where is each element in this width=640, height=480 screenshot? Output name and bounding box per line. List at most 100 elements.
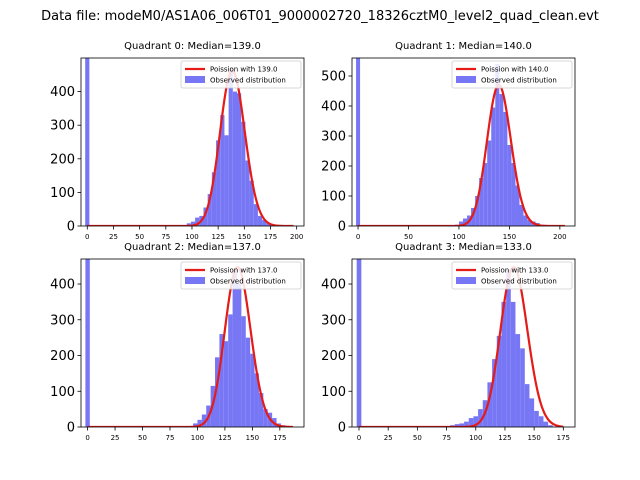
- x-tick-label: 150: [503, 233, 516, 241]
- figure-suptitle: Data file: modeM0/AS1A06_006T01_90000027…: [41, 9, 599, 24]
- histogram-bar: [257, 215, 263, 226]
- histogram-bar: [473, 416, 479, 427]
- subplot-title: Quadrant 1: Median=140.0: [395, 41, 532, 52]
- legend-label-fit: Poission with 137.0: [210, 267, 278, 275]
- histogram-bar: [515, 334, 521, 427]
- histogram-bar: [249, 180, 254, 226]
- histogram-bar-zero: [356, 259, 362, 427]
- y-tick-label: 200: [321, 160, 346, 175]
- y-tick-label: 500: [321, 70, 346, 85]
- x-tick-label: 200: [553, 233, 566, 241]
- x-tick-label: 25: [109, 233, 118, 241]
- histogram-bar: [475, 196, 480, 226]
- legend-label-fit: Poission with 133.0: [481, 267, 549, 275]
- histogram-bar: [511, 163, 516, 226]
- legend-label-observed: Observed distribution: [481, 77, 557, 85]
- histogram-bar: [186, 223, 191, 226]
- histogram-bar: [215, 357, 220, 427]
- subplot-grid: 0 100 200 300 400 0 25 50 75 100 125 150 175 200 Quadr…: [50, 41, 576, 442]
- y-tick-label: 0: [67, 421, 75, 436]
- histogram-bar: [479, 178, 484, 226]
- x-tick-label: 0: [85, 434, 89, 442]
- histogram-bar: [232, 269, 237, 427]
- x-tick-label: 50: [135, 233, 144, 241]
- histogram-bar: [487, 140, 492, 226]
- y-tick-label: 100: [321, 385, 346, 400]
- subplot-q3: 0 100 200 300 400 0 25 50 75 100 125 150 175 Quadrant…: [321, 242, 576, 442]
- histogram-bar: [253, 204, 258, 226]
- subplot-title: Quadrant 3: Median=133.0: [395, 242, 532, 253]
- histogram-bar: [487, 382, 493, 427]
- legend-label-observed: Observed distribution: [210, 278, 286, 286]
- x-tick-label: 175: [557, 434, 570, 442]
- legend-box: [180, 60, 302, 89]
- histogram-bar: [543, 421, 549, 427]
- x-tick-label: 100: [191, 434, 204, 442]
- histogram-bar: [193, 423, 198, 427]
- legend-box: [180, 261, 302, 290]
- histogram-bar: [197, 419, 202, 427]
- subplot-title: Quadrant 0: Median=139.0: [124, 41, 261, 52]
- histogram-bar: [228, 68, 233, 226]
- axes-frame: [351, 57, 576, 227]
- legend-label-fit: Poission with 139.0: [210, 66, 278, 74]
- histogram-bar: [510, 301, 516, 427]
- histogram-bar: [254, 373, 259, 427]
- x-tick-label: 50: [138, 434, 147, 442]
- histogram-bar: [548, 425, 553, 427]
- x-tick-label: 50: [404, 233, 413, 241]
- histogram-bar: [262, 219, 267, 226]
- y-tick-label: 100: [50, 385, 75, 400]
- histogram-bar: [195, 217, 200, 226]
- histogram-bar: [245, 337, 251, 427]
- axes-frame: [80, 57, 305, 227]
- histogram-bar: [211, 172, 217, 226]
- x-tick-label: 100: [185, 233, 198, 241]
- histogram-bar: [527, 220, 532, 226]
- histogram-bar: [468, 418, 474, 427]
- legend: Poission with 133.0 Observed distribution: [451, 261, 573, 290]
- x-tick-label: 25: [384, 434, 393, 442]
- histogram-bar: [506, 269, 511, 427]
- x-tick-label: 200: [290, 233, 303, 241]
- x-tick-label: 125: [211, 233, 224, 241]
- x-tick-label: 0: [356, 233, 360, 241]
- histogram-bar: [203, 207, 208, 226]
- x-tick-label: 150: [246, 434, 259, 442]
- x-tick-label: 100: [452, 233, 465, 241]
- histogram-bar: [190, 221, 196, 226]
- x-tick-label: 125: [218, 434, 231, 442]
- y-tick-label: 200: [50, 349, 75, 364]
- histogram-bar: [454, 424, 460, 427]
- histogram-bar: [458, 221, 463, 226]
- subplot-q2: 0 100 200 300 400 0 25 50 75 100 125 150 175 Quadrant…: [50, 242, 305, 442]
- legend-label-fit: Poission with 140.0: [481, 66, 549, 74]
- x-tick-label: 50: [413, 434, 422, 442]
- histogram-bar: [219, 334, 224, 427]
- y-tick-label: 400: [321, 278, 346, 293]
- y-tick-label: 300: [321, 130, 346, 145]
- legend-box: [451, 261, 573, 290]
- histogram-bar: [207, 194, 212, 226]
- histogram-bar: [499, 94, 504, 226]
- histogram-bar: [519, 205, 524, 226]
- histogram-bar: [534, 410, 539, 427]
- y-tick-label: 0: [338, 220, 346, 235]
- axes-frame: [351, 258, 576, 428]
- histogram-bar: [524, 384, 530, 427]
- y-tick-label: 100: [321, 190, 346, 205]
- histogram-bar: [503, 112, 508, 226]
- histogram-bar: [529, 398, 535, 427]
- x-tick-label: 0: [85, 233, 89, 241]
- histogram-bar: [464, 421, 469, 427]
- axes-frame: [80, 258, 305, 428]
- histogram-bar: [216, 140, 221, 226]
- x-tick-label: 0: [357, 434, 361, 442]
- histogram-bar: [245, 160, 250, 226]
- legend-patch-swatch: [185, 76, 205, 83]
- histogram-bar: [258, 393, 264, 427]
- legend-label-observed: Observed distribution: [210, 77, 286, 85]
- histogram-bar: [523, 215, 528, 226]
- histogram-bar: [241, 316, 246, 427]
